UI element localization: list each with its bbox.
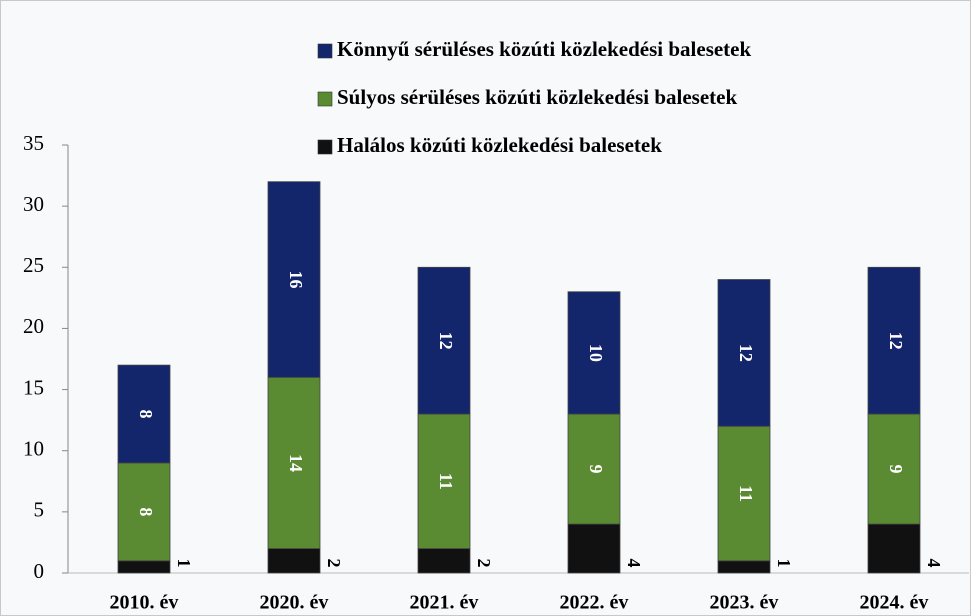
x-tick-label: 2010. év [110, 592, 179, 614]
legend-label: Súlyos sérüléses közúti közlekedési bale… [337, 85, 737, 109]
x-tick-label: 2023. év [710, 592, 779, 614]
data-label: 2 [474, 559, 494, 568]
legend-swatch [318, 92, 332, 106]
data-label: 14 [286, 454, 306, 472]
y-tick-label: 0 [34, 559, 45, 583]
y-tick-label: 25 [23, 253, 44, 277]
legend-label: Könnyű sérüléses közúti közlekedési bale… [337, 37, 751, 61]
x-tick-label: 2022. év [560, 592, 629, 614]
legend-label: Halálos közúti közlekedési balesetek [337, 133, 662, 157]
y-tick-label: 30 [23, 192, 44, 216]
chart: 051015202530352010. év1882020. év2141620… [0, 0, 971, 616]
data-label: 1 [774, 559, 794, 568]
data-label: 12 [886, 332, 906, 350]
y-tick-label: 35 [23, 131, 44, 155]
data-label: 10 [586, 344, 606, 362]
data-label: 1 [174, 559, 194, 568]
bar-segment [718, 561, 770, 573]
data-label: 4 [624, 559, 644, 568]
data-label: 2 [324, 559, 344, 568]
bar-segment [568, 524, 620, 573]
y-tick-label: 20 [23, 314, 44, 338]
bar-segment [118, 561, 170, 573]
data-label: 9 [586, 465, 606, 474]
y-tick-label: 10 [23, 437, 44, 461]
data-label: 11 [436, 473, 456, 490]
y-tick-label: 15 [23, 375, 44, 399]
legend-swatch [318, 44, 332, 58]
data-label: 8 [136, 410, 156, 419]
x-tick-label: 2020. év [260, 592, 329, 614]
data-label: 12 [436, 332, 456, 350]
x-tick-label: 2021. év [410, 592, 479, 614]
legend-swatch [318, 140, 332, 154]
data-label: 16 [286, 271, 306, 289]
bar-segment [868, 524, 920, 573]
data-label: 11 [736, 485, 756, 502]
x-tick-label: 2024. év [860, 592, 929, 614]
data-label: 9 [886, 465, 906, 474]
y-tick-label: 5 [34, 498, 45, 522]
bar-segment [418, 549, 470, 573]
data-label: 12 [736, 344, 756, 362]
page: 051015202530352010. év1882020. év2141620… [0, 0, 971, 616]
data-label: 4 [924, 559, 944, 568]
bar-segment [268, 549, 320, 573]
data-label: 8 [136, 507, 156, 516]
